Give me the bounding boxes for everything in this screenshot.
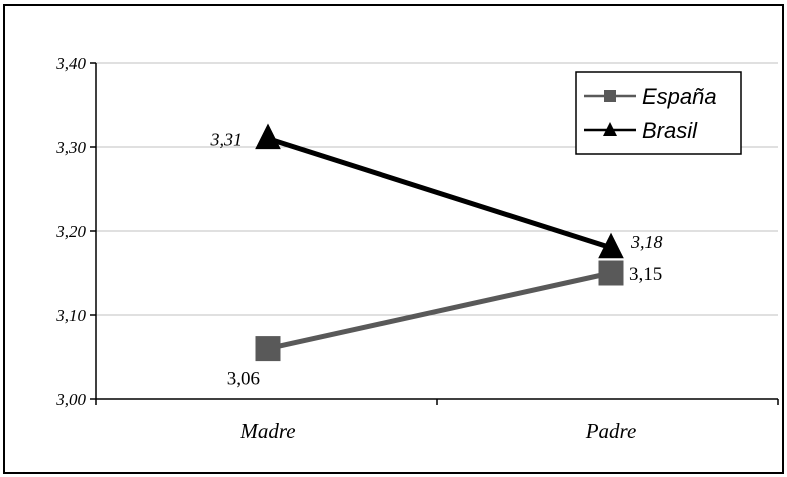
legend-marker	[604, 90, 616, 102]
data-label: 3,06	[227, 369, 260, 390]
axes: 3,00 3,10 3,20 3,30 3,40 Madre Padre	[55, 54, 779, 443]
data-label: 3,31	[210, 130, 243, 150]
legend-box	[575, 71, 742, 155]
data-labels: 3,06 3,15 3,31 3,18	[210, 130, 663, 390]
data-label: 3,15	[629, 264, 662, 285]
data-point-marker	[598, 260, 624, 286]
x-tick-label: Padre	[585, 419, 637, 443]
series-line	[267, 136, 612, 251]
y-tick-label: 3,00	[55, 390, 86, 409]
y-tick-label: 3,40	[55, 54, 86, 73]
data-point-marker	[598, 232, 624, 259]
data-point-marker	[255, 123, 281, 150]
gridlines	[96, 62, 778, 316]
data-point-marker	[255, 336, 281, 362]
data-label: 3,18	[630, 232, 663, 252]
y-tick-label: 3,30	[55, 138, 86, 157]
legend-label: Brasil	[642, 118, 698, 143]
legend-label: España	[642, 84, 717, 109]
legend-marker	[603, 122, 617, 136]
y-tick-label: 3,10	[55, 306, 86, 325]
series-line	[267, 270, 612, 352]
legend: España Brasil	[575, 71, 742, 155]
series-group	[255, 123, 624, 362]
y-tick-label: 3,20	[55, 222, 86, 241]
x-tick-label: Madre	[239, 419, 295, 443]
